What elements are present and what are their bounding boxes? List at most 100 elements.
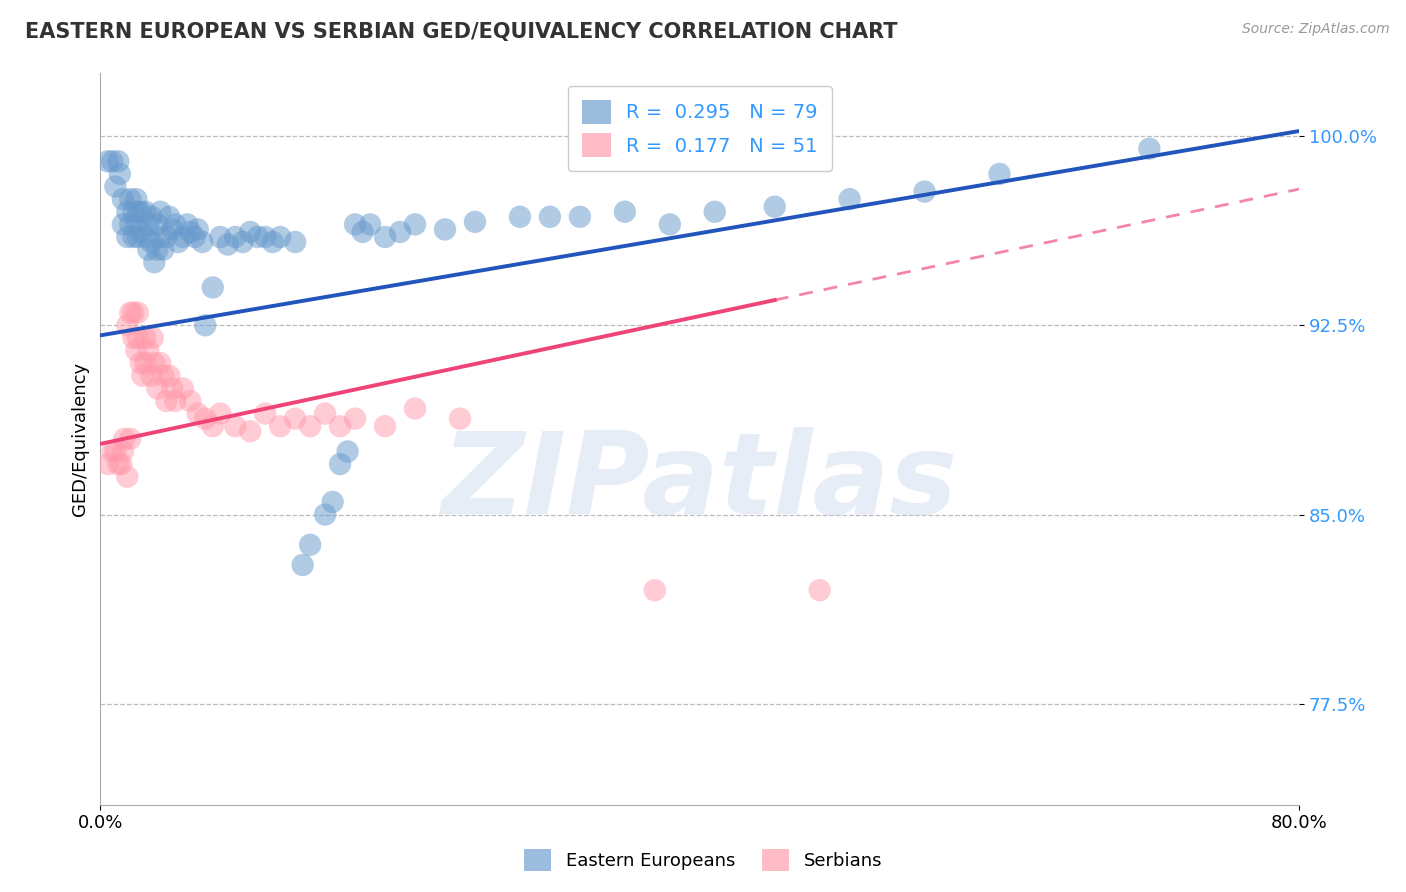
Point <box>97 154 120 169</box>
Point <box>101 444 124 458</box>
Point <box>110 457 132 471</box>
Point <box>167 235 190 249</box>
Point <box>117 204 139 219</box>
Point <box>122 331 145 345</box>
Point <box>314 407 336 421</box>
Point <box>1137 142 1160 156</box>
Point <box>658 218 681 232</box>
Point <box>97 457 120 471</box>
Point <box>111 444 134 458</box>
Point <box>155 230 177 244</box>
Point <box>146 381 169 395</box>
Point <box>644 583 666 598</box>
Point <box>134 356 156 370</box>
Point <box>146 243 169 257</box>
Y-axis label: GED/Equivalency: GED/Equivalency <box>72 362 89 516</box>
Point <box>165 394 187 409</box>
Point <box>404 218 426 232</box>
Point <box>201 280 224 294</box>
Point <box>141 210 163 224</box>
Point <box>434 222 457 236</box>
Point <box>136 243 159 257</box>
Point <box>194 411 217 425</box>
Point <box>157 368 180 383</box>
Point <box>239 225 262 239</box>
Point <box>117 230 139 244</box>
Point <box>352 225 374 239</box>
Point <box>149 356 172 370</box>
Point <box>143 255 166 269</box>
Point <box>136 218 159 232</box>
Point <box>284 411 307 425</box>
Point <box>162 222 184 236</box>
Point <box>111 218 134 232</box>
Point <box>217 237 239 252</box>
Point <box>336 444 359 458</box>
Point <box>568 210 591 224</box>
Point <box>404 401 426 416</box>
Point <box>155 394 177 409</box>
Point <box>269 419 291 434</box>
Point <box>187 407 209 421</box>
Point <box>152 243 174 257</box>
Point <box>464 215 486 229</box>
Point <box>143 356 166 370</box>
Legend: Eastern Europeans, Serbians: Eastern Europeans, Serbians <box>517 842 889 879</box>
Point <box>111 192 134 206</box>
Point <box>112 432 135 446</box>
Point <box>134 204 156 219</box>
Point <box>129 225 152 239</box>
Point <box>120 306 142 320</box>
Point <box>914 185 936 199</box>
Point <box>127 230 149 244</box>
Point <box>808 583 831 598</box>
Legend: R =  0.295   N = 79, R =  0.177   N = 51: R = 0.295 N = 79, R = 0.177 N = 51 <box>568 87 831 170</box>
Point <box>184 230 207 244</box>
Point <box>146 218 169 232</box>
Point <box>157 210 180 224</box>
Point <box>299 419 322 434</box>
Point <box>613 204 636 219</box>
Point <box>122 204 145 219</box>
Point <box>117 469 139 483</box>
Point <box>172 230 194 244</box>
Point <box>120 218 142 232</box>
Point <box>107 457 129 471</box>
Point <box>149 230 172 244</box>
Point <box>374 419 396 434</box>
Point <box>122 230 145 244</box>
Point <box>108 167 131 181</box>
Point <box>538 210 561 224</box>
Point <box>269 230 291 244</box>
Point <box>125 192 148 206</box>
Point <box>104 444 127 458</box>
Point <box>329 419 352 434</box>
Point <box>224 419 246 434</box>
Point <box>299 538 322 552</box>
Point <box>125 343 148 358</box>
Point <box>162 381 184 395</box>
Point <box>179 394 201 409</box>
Point <box>224 230 246 244</box>
Point <box>179 225 201 239</box>
Point <box>131 368 153 383</box>
Point <box>172 381 194 395</box>
Point <box>988 167 1011 181</box>
Point <box>122 306 145 320</box>
Point <box>509 210 531 224</box>
Point <box>449 411 471 425</box>
Point <box>141 368 163 383</box>
Point <box>239 424 262 438</box>
Point <box>134 230 156 244</box>
Point <box>142 331 165 345</box>
Point <box>254 230 277 244</box>
Point <box>165 218 187 232</box>
Point <box>104 179 127 194</box>
Point <box>344 218 367 232</box>
Point <box>254 407 277 421</box>
Point <box>149 204 172 219</box>
Point <box>101 154 124 169</box>
Point <box>838 192 860 206</box>
Point <box>141 235 163 249</box>
Point <box>134 331 156 345</box>
